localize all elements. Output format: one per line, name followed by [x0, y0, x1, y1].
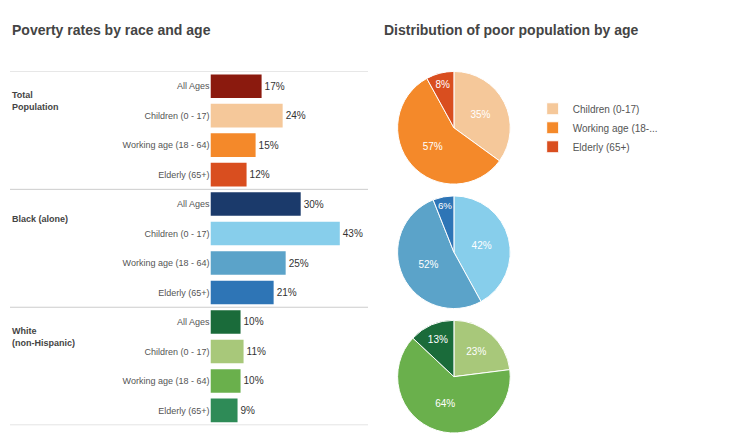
svg-text:Working age (18-...: Working age (18-... [573, 123, 658, 134]
svg-text:9%: 9% [241, 405, 256, 416]
svg-text:All Ages: All Ages [177, 199, 210, 209]
svg-text:White(non-Hispanic): White(non-Hispanic) [12, 326, 75, 348]
svg-text:23%: 23% [466, 346, 486, 357]
svg-text:Poverty rates by race and age: Poverty rates by race and age [12, 22, 211, 38]
svg-text:21%: 21% [277, 287, 297, 298]
svg-text:11%: 11% [247, 346, 266, 357]
svg-text:All Ages: All Ages [177, 317, 210, 327]
svg-text:15%: 15% [259, 140, 279, 151]
svg-text:Elderly (65+): Elderly (65+) [573, 142, 630, 153]
svg-text:25%: 25% [289, 258, 309, 269]
svg-text:Children (0 - 17): Children (0 - 17) [144, 229, 209, 239]
svg-text:Elderly (65+): Elderly (65+) [158, 288, 209, 298]
svg-text:30%: 30% [304, 199, 324, 210]
svg-text:64%: 64% [435, 398, 455, 409]
svg-text:Working age (18 - 64): Working age (18 - 64) [123, 376, 210, 386]
svg-text:TotalPopulation: TotalPopulation [12, 90, 59, 112]
svg-text:57%: 57% [423, 141, 443, 152]
svg-text:Distribution of poor populatio: Distribution of poor population by age [384, 22, 639, 38]
svg-text:Working age (18 - 64): Working age (18 - 64) [123, 140, 210, 150]
svg-text:All Ages: All Ages [177, 81, 210, 91]
svg-text:Working age (18 - 64): Working age (18 - 64) [123, 258, 210, 268]
svg-text:12%: 12% [250, 169, 270, 180]
svg-text:6%: 6% [438, 200, 452, 211]
svg-text:Black (alone): Black (alone) [12, 214, 68, 224]
svg-text:13%: 13% [428, 334, 448, 345]
svg-text:35%: 35% [470, 109, 490, 120]
svg-text:Elderly (65+): Elderly (65+) [158, 170, 209, 180]
svg-text:10%: 10% [244, 316, 264, 327]
svg-text:43%: 43% [343, 228, 363, 239]
svg-text:Children (0 - 17): Children (0 - 17) [144, 347, 209, 357]
svg-text:10%: 10% [244, 375, 264, 386]
svg-text:8%: 8% [435, 79, 450, 90]
svg-text:Children (0 - 17): Children (0 - 17) [144, 111, 209, 121]
svg-text:Elderly (65+): Elderly (65+) [158, 406, 209, 416]
svg-text:24%: 24% [286, 110, 306, 121]
svg-text:17%: 17% [265, 81, 285, 92]
svg-text:52%: 52% [418, 259, 438, 270]
svg-text:Children (0-17): Children (0-17) [573, 104, 640, 115]
svg-text:42%: 42% [472, 240, 492, 251]
